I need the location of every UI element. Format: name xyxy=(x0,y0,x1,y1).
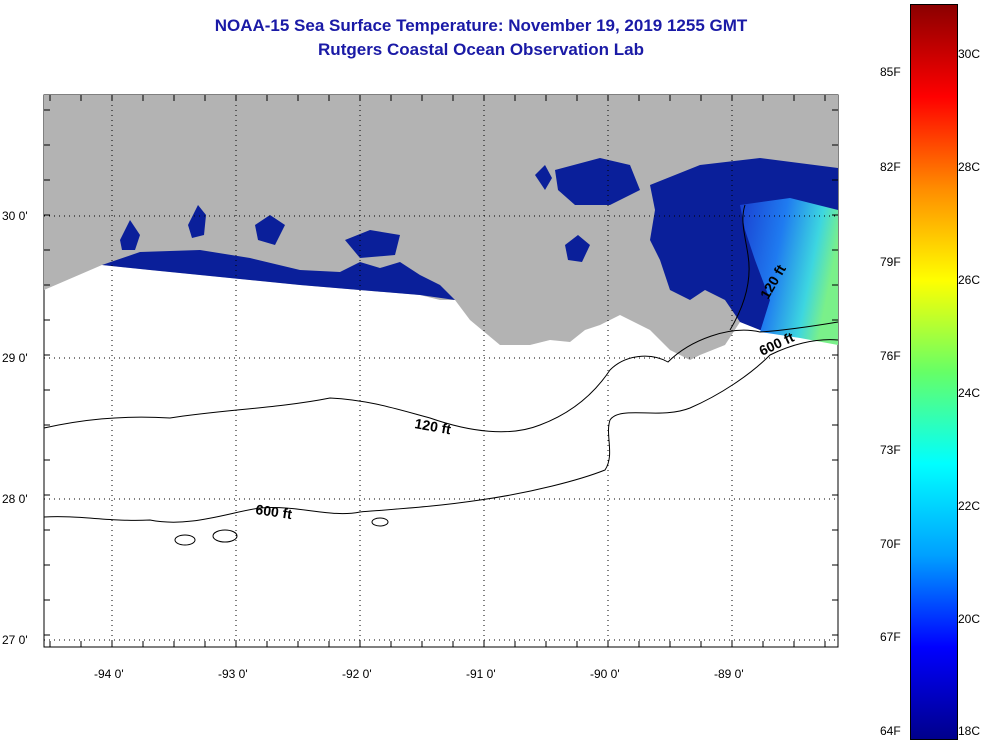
lon-label: -93 0' xyxy=(218,667,248,681)
colorbar-f-label: 70F xyxy=(880,537,901,551)
lon-label: -91 0' xyxy=(466,667,496,681)
land-mass xyxy=(44,95,838,360)
colorbar xyxy=(910,4,958,740)
map-title: NOAA-15 Sea Surface Temperature: Novembe… xyxy=(214,16,748,35)
colorbar-c-label: 24C xyxy=(958,386,981,400)
colorbar-c-label: 28C xyxy=(958,160,981,174)
bay-inner-5 xyxy=(345,230,400,258)
colorbar-c-label: 26C xyxy=(958,273,981,287)
contour-label: 120 ft xyxy=(413,415,452,437)
contour-120ft-east xyxy=(729,204,750,331)
bay-inner-4 xyxy=(255,215,285,245)
lat-label: 30 0' xyxy=(2,209,28,223)
contour-120ft xyxy=(43,321,839,433)
lon-label: -90 0' xyxy=(590,667,620,681)
colorbar-c-label: 18C xyxy=(958,724,981,738)
lat-label: 29 0' xyxy=(2,351,28,365)
bay-inner-6 xyxy=(565,235,590,262)
lat-label: 28 0' xyxy=(2,492,28,506)
lat-label: 27 0' xyxy=(2,633,28,647)
colorbar-f-label: 76F xyxy=(880,349,901,363)
contour-island xyxy=(371,517,389,527)
bay-inner-1 xyxy=(555,158,640,205)
colorbar-c-label: 30C xyxy=(958,47,981,61)
colorbar-c-label: 22C xyxy=(958,499,981,513)
contour-island xyxy=(174,534,196,546)
cold-water-strip xyxy=(102,250,455,300)
contour-600ft xyxy=(43,339,839,523)
bay-inner-3 xyxy=(188,205,206,238)
lon-label: -94 0' xyxy=(94,667,124,681)
colorbar-f-label: 85F xyxy=(880,65,901,79)
map-subtitle: Rutgers Coastal Ocean Observation Lab xyxy=(318,40,644,59)
contour-island xyxy=(212,529,238,543)
colorbar-f-label: 64F xyxy=(880,724,901,738)
bay-inner-7 xyxy=(535,165,552,190)
depth-contours xyxy=(43,204,839,546)
colorbar-f-label: 82F xyxy=(880,160,901,174)
lon-label: -89 0' xyxy=(714,667,744,681)
warm-plume xyxy=(740,198,838,345)
colorbar-f-label: 79F xyxy=(880,255,901,269)
colorbar-f-label: 67F xyxy=(880,630,901,644)
gridlines xyxy=(44,95,838,647)
lon-label: -92 0' xyxy=(342,667,372,681)
contour-label: 600 ft xyxy=(255,501,294,522)
colorbar-c-label: 20C xyxy=(958,612,981,626)
bay-inner-2 xyxy=(120,220,140,250)
colorbar-f-label: 73F xyxy=(880,443,901,457)
